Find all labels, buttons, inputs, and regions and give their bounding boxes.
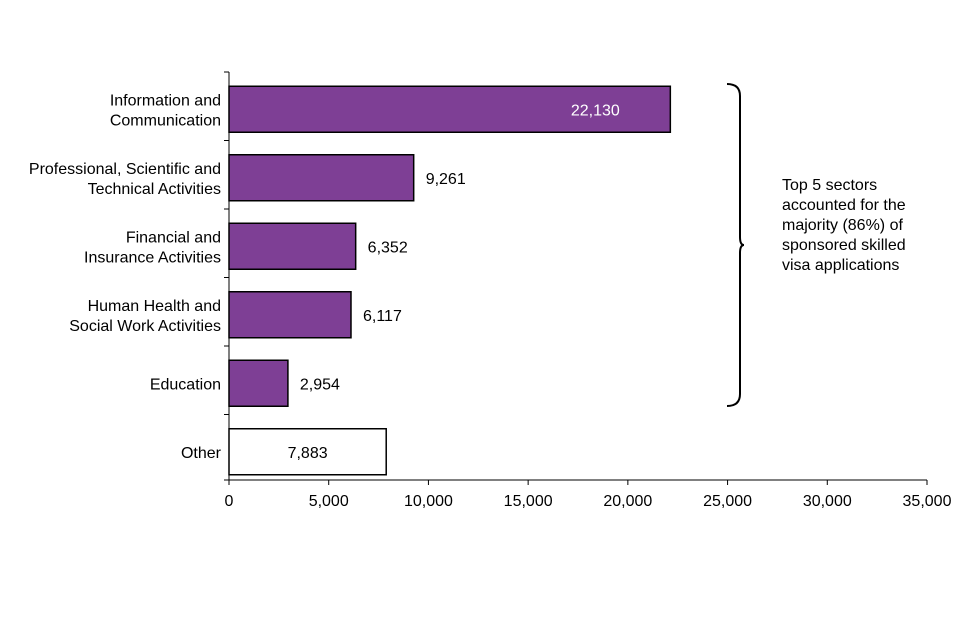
category-label: Technical Activities — [88, 181, 221, 198]
category-label: Other — [181, 445, 222, 462]
annotation-text: visa applications — [782, 257, 899, 274]
x-tick-label: 25,000 — [703, 493, 752, 510]
category-label: Human Health and — [88, 298, 221, 315]
data-label: 9,261 — [426, 171, 466, 188]
category-label: Information and — [110, 92, 221, 109]
x-tick-label: 5,000 — [309, 493, 349, 510]
annotation-text: Top 5 sectors — [782, 177, 877, 194]
bar-3 — [228, 291, 352, 339]
x-tick-label: 10,000 — [404, 493, 453, 510]
annotation-text: majority (86%) of — [782, 217, 903, 234]
x-tick-label: 0 — [225, 493, 234, 510]
data-label: 22,130 — [571, 102, 620, 119]
x-tick-label: 15,000 — [504, 493, 553, 510]
category-label: Professional, Scientific and — [29, 161, 221, 178]
bar-1 — [228, 154, 415, 202]
data-label: 6,352 — [368, 239, 408, 256]
data-label: 2,954 — [300, 376, 340, 393]
x-tick-label: 20,000 — [603, 493, 652, 510]
data-label: 6,117 — [363, 308, 402, 325]
category-label: Insurance Activities — [84, 249, 221, 266]
annotation-text: accounted for the — [782, 197, 906, 214]
bar-0 — [228, 85, 672, 133]
category-label: Communication — [110, 112, 221, 129]
bar-5 — [228, 428, 387, 476]
category-label: Financial and — [126, 229, 221, 246]
bar-2 — [228, 222, 357, 270]
category-label: Education — [150, 376, 221, 393]
annotation-text: sponsored skilled — [782, 237, 906, 254]
x-tick-label: 30,000 — [803, 493, 852, 510]
data-label: 7,883 — [288, 445, 328, 462]
brace-bracket — [726, 83, 745, 407]
category-label: Social Work Activities — [69, 318, 221, 335]
bar-4 — [228, 359, 289, 407]
x-tick-label: 35,000 — [903, 493, 952, 510]
